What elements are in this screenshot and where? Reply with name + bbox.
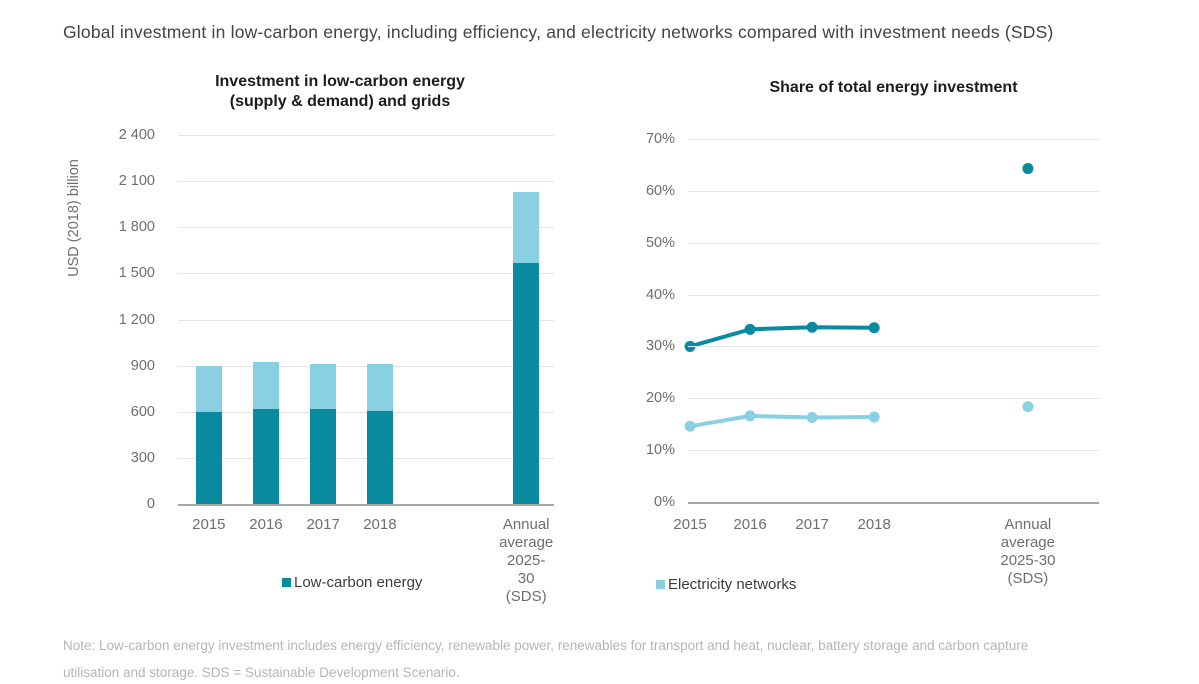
gridline-60: [688, 190, 1099, 192]
y-axis-tick-label: 900: [130, 357, 155, 374]
y-axis-tick-label: 1 800: [118, 219, 155, 236]
footnote: Note: Low-carbon energy investment inclu…: [63, 632, 1173, 684]
y-axis-tick-label: 1 500: [118, 265, 155, 282]
gridline-1 500: [178, 273, 554, 275]
data-point-electricity-networks-2015: [684, 420, 696, 432]
y-axis-tick-label: 0: [146, 496, 155, 512]
bar-plot: [178, 135, 554, 506]
gridline-10: [688, 450, 1099, 452]
data-point-electricity-networks-2018: [868, 411, 880, 423]
y-axis-tick-label: 20%: [645, 390, 675, 407]
gridline-70: [688, 139, 1099, 140]
bar-segment-low-carbon-energy: [366, 410, 393, 504]
bar-segment-electricity-networks-grids: [252, 361, 279, 409]
x-axis-label-2016: 2016: [249, 516, 283, 533]
y-axis-tick-label: 30%: [645, 338, 675, 355]
gridline-40: [688, 294, 1099, 296]
data-point-electricity-networks-2016: [744, 410, 756, 422]
data-point-electricity-networks-annual: [1022, 401, 1034, 413]
gridline-2 100: [178, 181, 554, 183]
x-axis-label-2015: 2015: [673, 516, 707, 533]
data-point-low-carbon-energy-annual: [1022, 163, 1034, 175]
y-axis-tick-label: 60%: [645, 182, 675, 199]
gridline-900: [178, 365, 554, 367]
bar-ytick-col: 0 300 600 900 1 200 1 500 1 800 2 100 2 400: [55, 127, 155, 512]
bar-xlabels: 2015 2016 2017 2018 Annual average 2025-30 (…: [178, 516, 554, 606]
low-carbon-energy-legend-swatch-icon: [282, 578, 291, 587]
gridline-20: [688, 398, 1099, 400]
line-xlabels: 2015 2016 2017 2018 Annual average 2025-30 (…: [673, 516, 1099, 606]
bar-segment-electricity-networks-grids: [195, 365, 222, 412]
footnote-line-2: utilisation and storage. SDS = Sustainab…: [63, 665, 460, 680]
x-axis-label-2017: 2017: [795, 516, 829, 533]
y-axis-tick-label: 2 100: [118, 173, 155, 190]
line-chart-legend: Electricity networks: [656, 576, 796, 593]
x-axis-label-2018: 2018: [363, 516, 397, 533]
bar-segment-low-carbon-energy: [310, 408, 337, 504]
y-axis-tick-label: 1 200: [118, 311, 155, 328]
bar-segment-electricity-networks-grids: [513, 191, 540, 263]
gridline-2 400: [178, 135, 554, 136]
bar-segment-electricity-networks-grids: [366, 364, 393, 411]
x-axis-label-2018: 2018: [857, 516, 891, 533]
gridline-30: [688, 346, 1099, 348]
y-axis-tick-label: 2 400: [118, 127, 155, 143]
gridline-1 800: [178, 227, 554, 229]
y-axis-tick-label: 0%: [654, 494, 675, 510]
y-axis-tick-label: 50%: [645, 234, 675, 251]
x-axis-label-2017: 2017: [306, 516, 340, 533]
gridline-1 200: [178, 319, 554, 321]
y-axis-tick-label: 300: [130, 449, 155, 466]
y-axis-tick-label: 40%: [645, 286, 675, 303]
bar-segment-low-carbon-energy: [252, 408, 279, 504]
series-line-low-carbon-energy: [689, 325, 875, 349]
data-point-low-carbon-energy-2017: [806, 321, 818, 333]
y-axis-tick-label: 600: [130, 403, 155, 420]
line-ytick-col: 0% 10% 20% 30% 40% 50% 60% 70%: [575, 131, 675, 510]
x-axis-label-2016: 2016: [733, 516, 767, 533]
page-title: Global investment in low-carbon energy, …: [63, 22, 1054, 42]
footnote-line-1: Note: Low-carbon energy investment inclu…: [63, 638, 1029, 653]
line-plot: [684, 139, 1099, 504]
line-series-svg: [684, 163, 1034, 432]
gridline-600: [178, 411, 554, 413]
series-line-electricity-networks: [689, 413, 875, 429]
data-point-low-carbon-energy-2018: [868, 322, 880, 334]
y-axis-tick-label: 10%: [645, 442, 675, 459]
y-axis-tick-label: 70%: [645, 131, 675, 147]
data-point-low-carbon-energy-2016: [744, 323, 756, 335]
line-chart-legend-label: Electricity networks: [668, 576, 797, 593]
data-point-electricity-networks-2017: [806, 411, 818, 423]
gridline-300: [178, 457, 554, 459]
x-axis-label-2015: 2015: [192, 516, 226, 533]
gridline-0: [178, 504, 554, 506]
x-axis-label-annual: Annual average 2025-30 (SDS): [499, 516, 554, 605]
line-chart-title: Share of total energy investment: [769, 79, 1018, 96]
gridline-50: [688, 242, 1099, 244]
bar-chart-legend-label: Low-carbon energy: [294, 574, 423, 591]
electricity-networks-legend-swatch-icon: [656, 580, 665, 589]
bar-chart-legend: Low-carbon energy: [282, 574, 422, 591]
x-axis-label-annual: Annual average 2025-30 (SDS): [1000, 516, 1056, 587]
gridline-0: [688, 502, 1099, 504]
bar-segment-electricity-networks-grids: [310, 364, 337, 409]
bar-chart-title: Investment in low-carbon energy (supply …: [215, 73, 465, 110]
bar-segment-low-carbon-energy: [513, 262, 540, 504]
bar-segment-low-carbon-energy: [195, 411, 222, 504]
